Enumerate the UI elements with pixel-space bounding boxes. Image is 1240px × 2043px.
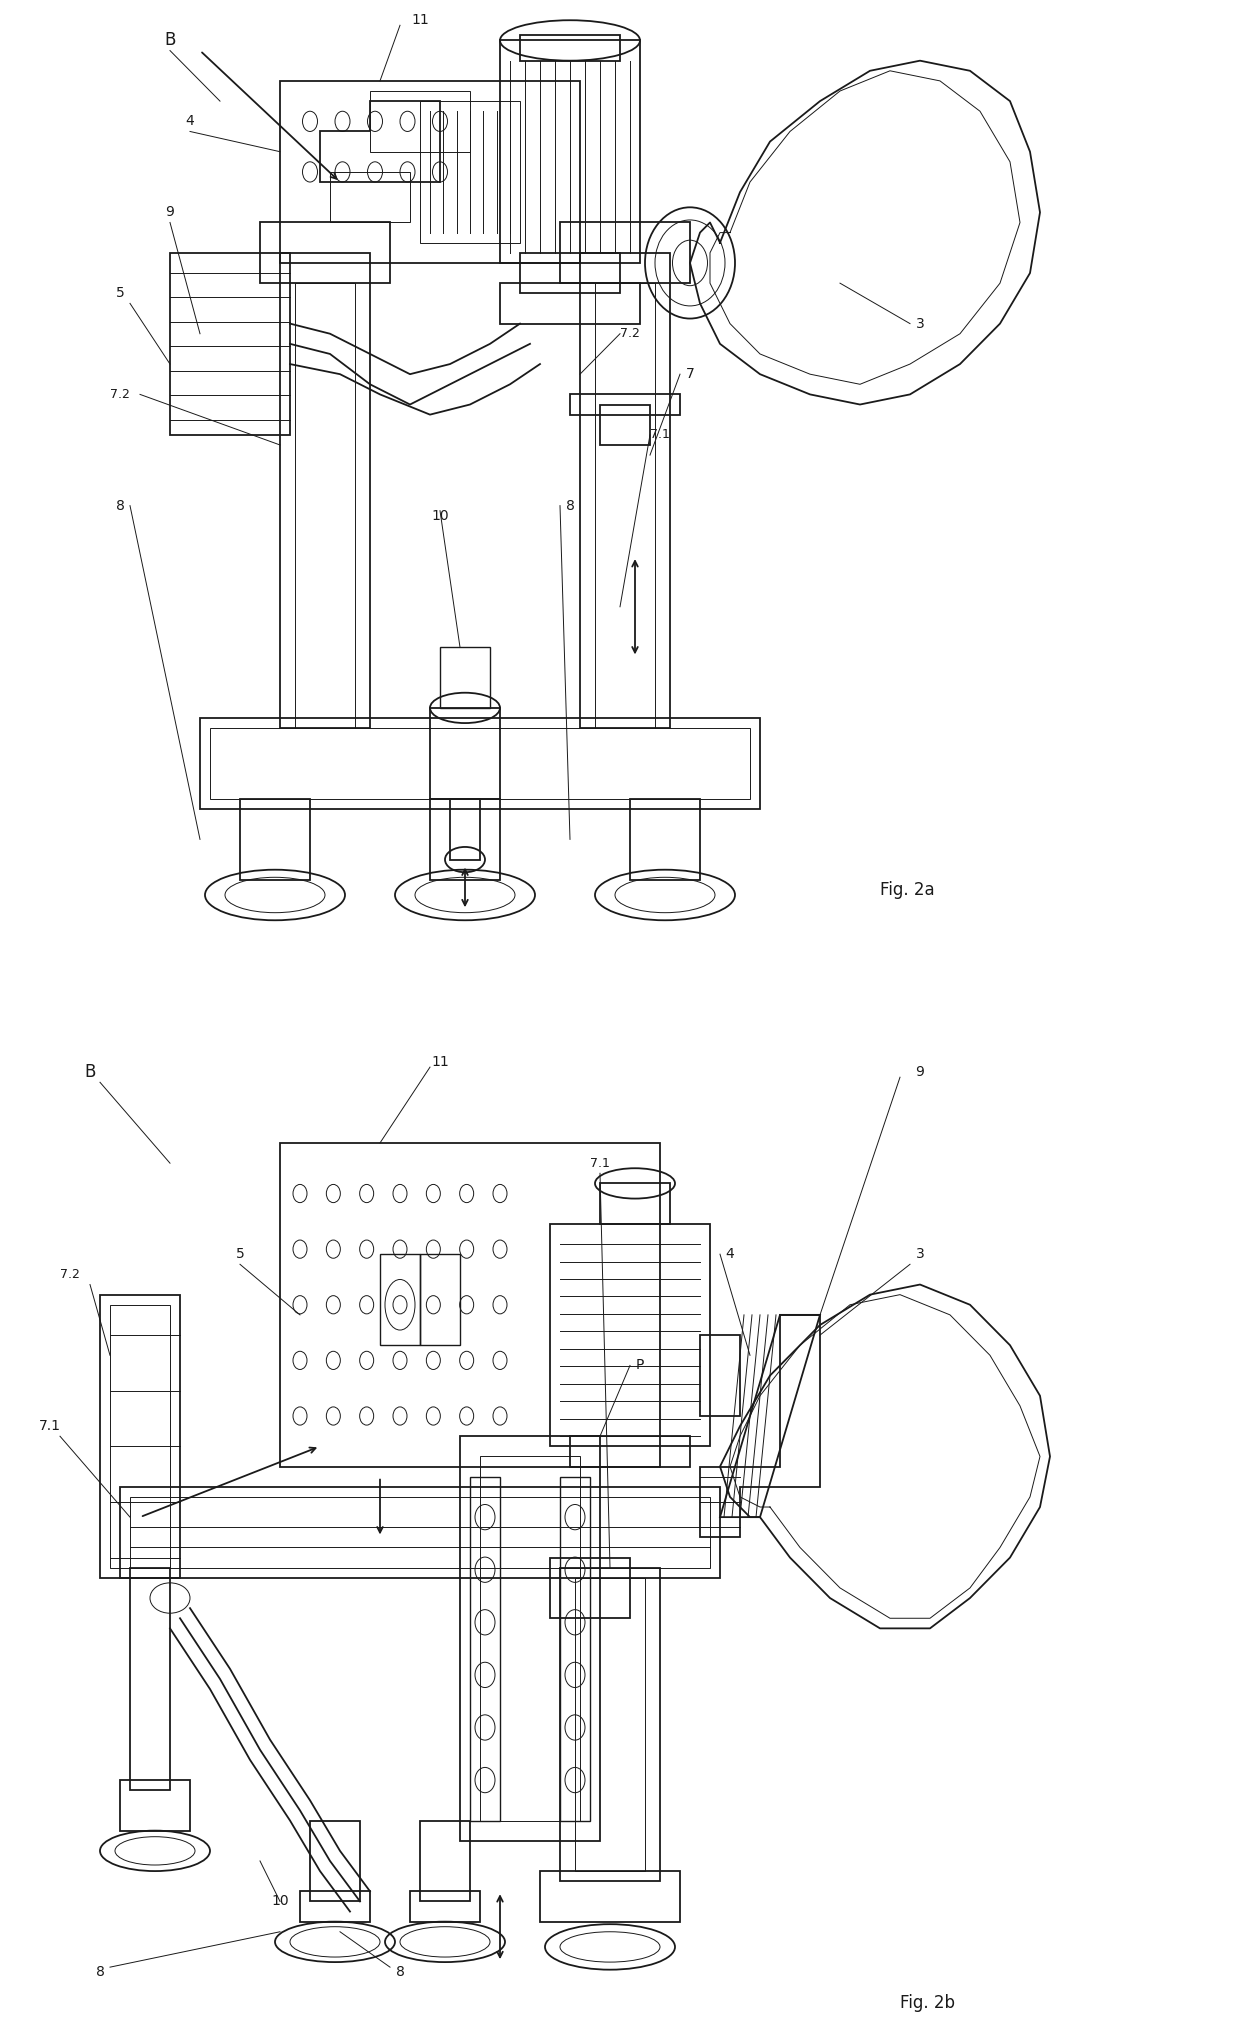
Bar: [420, 100, 520, 243]
Text: 11: 11: [432, 1054, 449, 1068]
Text: 8: 8: [396, 1965, 404, 1980]
Text: 10: 10: [272, 1894, 289, 1908]
Bar: [570, 1436, 689, 1467]
Bar: [410, 1892, 480, 1922]
Bar: [575, 1577, 645, 1871]
Bar: [100, 1295, 180, 1577]
Text: 7.1: 7.1: [590, 1156, 610, 1171]
Text: 4: 4: [725, 1246, 734, 1261]
Bar: [460, 1436, 600, 1841]
Bar: [450, 799, 480, 860]
Bar: [295, 284, 355, 727]
Bar: [595, 284, 655, 727]
Text: 7: 7: [686, 368, 694, 382]
Bar: [120, 1779, 190, 1831]
Text: 10: 10: [432, 509, 449, 523]
Text: 3: 3: [915, 1246, 924, 1261]
Bar: [170, 253, 290, 435]
Text: Fig. 2a: Fig. 2a: [880, 881, 935, 899]
Bar: [570, 394, 680, 415]
Text: 5: 5: [115, 286, 124, 300]
Bar: [500, 284, 640, 323]
Text: 7.2: 7.2: [110, 388, 130, 400]
Bar: [430, 799, 500, 881]
Bar: [560, 1567, 660, 1882]
Bar: [560, 223, 689, 284]
Bar: [480, 1457, 580, 1820]
Text: 9: 9: [915, 1064, 925, 1079]
Text: 7.1: 7.1: [38, 1420, 61, 1432]
Bar: [310, 1820, 360, 1902]
Bar: [600, 405, 650, 445]
Text: 5: 5: [236, 1246, 244, 1261]
Bar: [200, 717, 760, 809]
Bar: [280, 82, 580, 264]
Text: Fig. 2b: Fig. 2b: [900, 1994, 955, 2012]
Bar: [430, 707, 500, 799]
Bar: [280, 1142, 660, 1467]
Bar: [379, 1254, 420, 1344]
Text: 7.2: 7.2: [60, 1269, 79, 1281]
Bar: [210, 727, 750, 799]
Bar: [300, 1892, 370, 1922]
Bar: [520, 35, 620, 61]
Text: 8: 8: [115, 498, 124, 513]
Text: B: B: [84, 1062, 95, 1081]
Bar: [560, 1477, 590, 1820]
Bar: [600, 1183, 670, 1224]
Bar: [120, 1487, 720, 1577]
Bar: [280, 253, 370, 727]
Bar: [130, 1498, 711, 1567]
Bar: [370, 92, 470, 151]
Bar: [539, 1871, 680, 1922]
Text: 3: 3: [915, 317, 924, 331]
Text: 11: 11: [412, 12, 429, 27]
Bar: [500, 41, 640, 264]
Bar: [440, 648, 490, 707]
Bar: [551, 1557, 630, 1618]
Bar: [630, 799, 701, 881]
Bar: [520, 253, 620, 294]
Bar: [420, 1254, 460, 1344]
Text: B: B: [165, 31, 176, 49]
Text: P: P: [636, 1359, 645, 1373]
Bar: [260, 223, 391, 284]
Bar: [330, 172, 410, 223]
Bar: [420, 1820, 470, 1902]
Text: 9: 9: [166, 206, 175, 219]
Bar: [130, 1567, 170, 1790]
Text: 8: 8: [95, 1965, 104, 1980]
Bar: [470, 1477, 500, 1820]
Text: 8: 8: [565, 498, 574, 513]
Text: 7.1: 7.1: [650, 429, 670, 441]
Bar: [110, 1305, 170, 1567]
Bar: [701, 1336, 740, 1416]
Text: 4: 4: [186, 114, 195, 129]
Bar: [580, 253, 670, 727]
Bar: [551, 1224, 711, 1446]
Bar: [241, 799, 310, 881]
Text: 7.2: 7.2: [620, 327, 640, 341]
